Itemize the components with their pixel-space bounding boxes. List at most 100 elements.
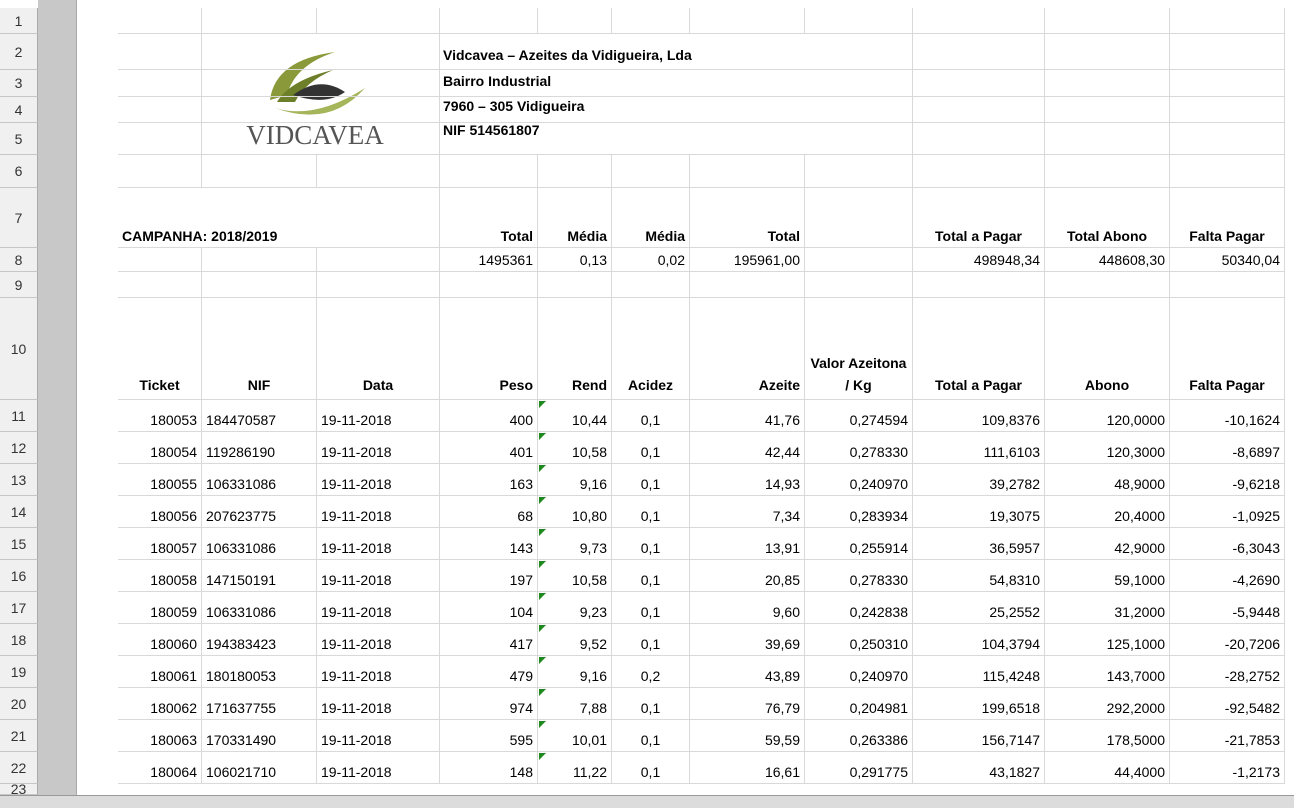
data-cell: 180063 bbox=[118, 720, 202, 752]
error-indicator bbox=[539, 433, 546, 440]
data-cell: 120,3000 bbox=[1045, 432, 1170, 464]
cell bbox=[118, 248, 202, 272]
data-cell: 0,242838 bbox=[805, 592, 913, 624]
data-cell: -21,7853 bbox=[1170, 720, 1285, 752]
cell bbox=[1045, 123, 1170, 155]
cell bbox=[1170, 34, 1285, 70]
cell bbox=[1170, 70, 1285, 97]
data-cell: 10,80 bbox=[538, 496, 612, 528]
error-indicator bbox=[539, 625, 546, 632]
data-cell: 119286190 bbox=[202, 432, 317, 464]
column-header: Total a Pagar bbox=[913, 298, 1045, 400]
data-cell: 0,1 bbox=[612, 400, 690, 432]
data-cell: -28,2752 bbox=[1170, 656, 1285, 688]
column-header: Azeite bbox=[690, 298, 805, 400]
company-nif: NIF 514561807 bbox=[443, 122, 540, 138]
data-cell: -1,2173 bbox=[1170, 752, 1285, 784]
row-header: 22 bbox=[0, 752, 38, 784]
data-cell: 0,250310 bbox=[805, 624, 913, 656]
data-cell: 44,4000 bbox=[1045, 752, 1170, 784]
cell bbox=[118, 97, 202, 123]
data-cell: 43,1827 bbox=[913, 752, 1045, 784]
data-cell: 170331490 bbox=[202, 720, 317, 752]
data-cell: 41,76 bbox=[690, 400, 805, 432]
row-header: 4 bbox=[0, 97, 38, 123]
data-cell: -5,9448 bbox=[1170, 592, 1285, 624]
cell bbox=[913, 97, 1045, 123]
cell bbox=[202, 123, 440, 155]
data-cell: 104,3794 bbox=[913, 624, 1045, 656]
data-cell: 16,61 bbox=[690, 752, 805, 784]
cell bbox=[805, 8, 913, 34]
row-header: 21 bbox=[0, 720, 38, 752]
data-cell: 0,1 bbox=[612, 752, 690, 784]
data-cell: 148 bbox=[440, 752, 538, 784]
row-header: 13 bbox=[0, 464, 38, 496]
column-header: Abono bbox=[1045, 298, 1170, 400]
data-cell: -8,6897 bbox=[1170, 432, 1285, 464]
cell bbox=[612, 8, 690, 34]
row-header: 3 bbox=[0, 70, 38, 97]
data-cell: 10,58 bbox=[538, 432, 612, 464]
row-header: 14 bbox=[0, 496, 38, 528]
summary-header: Falta Pagar bbox=[1170, 188, 1285, 248]
data-cell: 0,1 bbox=[612, 688, 690, 720]
data-cell: 68 bbox=[440, 496, 538, 528]
data-cell: 0,1 bbox=[612, 496, 690, 528]
data-cell: 19-11-2018 bbox=[317, 688, 440, 720]
data-cell: 10,01 bbox=[538, 720, 612, 752]
data-cell: 39,69 bbox=[690, 624, 805, 656]
data-cell: 48,9000 bbox=[1045, 464, 1170, 496]
campaign-label: CAMPANHA: 2018/2019 bbox=[118, 188, 440, 248]
cell bbox=[317, 8, 440, 34]
data-cell: 19-11-2018 bbox=[317, 560, 440, 592]
data-cell: 19-11-2018 bbox=[317, 592, 440, 624]
cell bbox=[913, 272, 1045, 298]
data-cell: 156,7147 bbox=[913, 720, 1045, 752]
summary-value: 498948,34 bbox=[913, 248, 1045, 272]
data-cell: 163 bbox=[440, 464, 538, 496]
column-header: Falta Pagar bbox=[1170, 298, 1285, 400]
cell bbox=[1170, 8, 1285, 34]
data-cell: 0,2 bbox=[612, 656, 690, 688]
summary-value: 1495361 bbox=[440, 248, 538, 272]
data-cell: 0,204981 bbox=[805, 688, 913, 720]
data-cell: 19-11-2018 bbox=[317, 528, 440, 560]
cell bbox=[202, 272, 317, 298]
error-indicator bbox=[539, 689, 546, 696]
row-header: 19 bbox=[0, 656, 38, 688]
data-cell: 479 bbox=[440, 656, 538, 688]
row-header: 16 bbox=[0, 560, 38, 592]
data-cell: 0,1 bbox=[612, 720, 690, 752]
data-cell: 180054 bbox=[118, 432, 202, 464]
data-cell: 0,255914 bbox=[805, 528, 913, 560]
cell bbox=[202, 70, 440, 97]
data-cell: 147150191 bbox=[202, 560, 317, 592]
cell bbox=[118, 34, 202, 70]
data-cell: 39,2782 bbox=[913, 464, 1045, 496]
cell bbox=[440, 8, 538, 34]
data-cell: 0,1 bbox=[612, 624, 690, 656]
data-cell: 197 bbox=[440, 560, 538, 592]
error-indicator bbox=[539, 465, 546, 472]
sheet-tabs[interactable] bbox=[0, 795, 1294, 808]
summary-value: 448608,30 bbox=[1045, 248, 1170, 272]
data-cell: 974 bbox=[440, 688, 538, 720]
data-cell: 0,278330 bbox=[805, 560, 913, 592]
data-cell: 19-11-2018 bbox=[317, 624, 440, 656]
data-cell: 180180053 bbox=[202, 656, 317, 688]
data-cell: 180060 bbox=[118, 624, 202, 656]
data-cell: 180064 bbox=[118, 752, 202, 784]
cell bbox=[1170, 97, 1285, 123]
data-cell: 207623775 bbox=[202, 496, 317, 528]
error-indicator bbox=[539, 497, 546, 504]
data-cell: 20,85 bbox=[690, 560, 805, 592]
column-header: Data bbox=[317, 298, 440, 400]
cell bbox=[1045, 8, 1170, 34]
data-cell: 0,1 bbox=[612, 528, 690, 560]
cell bbox=[118, 272, 202, 298]
column-header: Valor Azeitona / Kg bbox=[805, 298, 913, 400]
data-cell: 106331086 bbox=[202, 528, 317, 560]
data-cell: 400 bbox=[440, 400, 538, 432]
data-cell: 19,3075 bbox=[913, 496, 1045, 528]
